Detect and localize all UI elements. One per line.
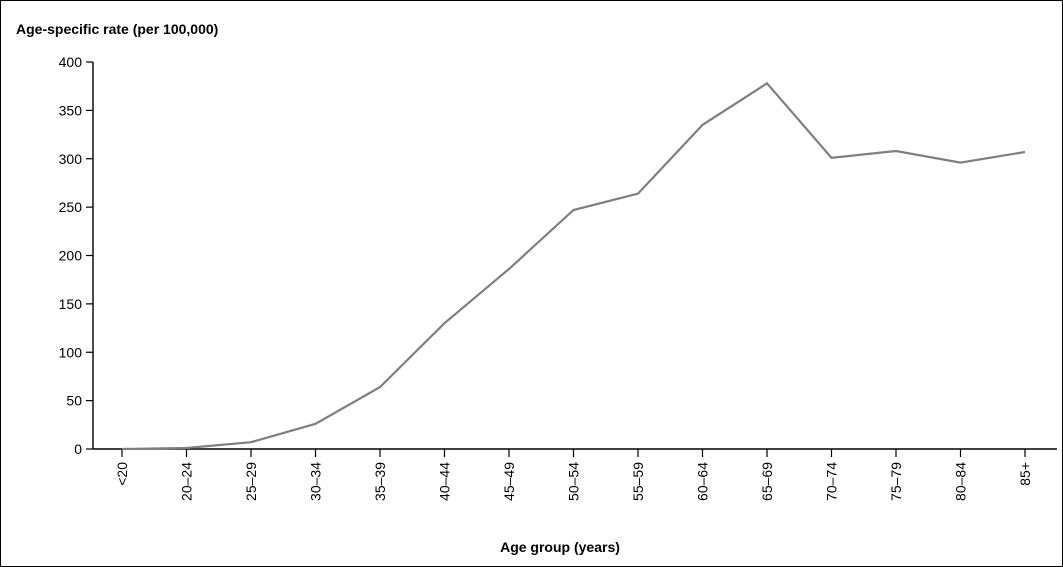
y-tick-label: 50 [66, 393, 82, 409]
x-tick-label: 65–69 [759, 462, 775, 501]
x-tick-label: 50–54 [566, 462, 582, 501]
y-tick-label: 150 [59, 296, 83, 312]
y-axis-ticks: 0 50 100 150 200 250 300 350 400 [59, 54, 93, 457]
y-tick-label: 200 [59, 248, 83, 264]
x-tick-label: 40–44 [437, 462, 453, 501]
y-tick-label: 0 [74, 441, 82, 457]
x-tick-label: 25–29 [243, 462, 259, 501]
x-tick-label: 30–34 [308, 462, 324, 501]
x-tick-label: 80–84 [953, 462, 969, 501]
y-axis-title: Age-specific rate (per 100,000) [16, 21, 218, 37]
y-tick-label: 350 [59, 102, 83, 118]
x-tick-label: 85+ [1017, 462, 1033, 486]
x-axis-ticks: <20 20–24 25–29 30–34 35–39 40–44 45–49 50–54 55… [114, 449, 1033, 501]
y-tick-label: 300 [59, 151, 83, 167]
x-tick-label: 60–64 [695, 462, 711, 501]
x-tick-label: 55–59 [630, 462, 646, 501]
x-tick-label: 20–24 [179, 462, 195, 501]
x-tick-label: 45–49 [501, 462, 517, 501]
x-tick-label: 35–39 [372, 462, 388, 501]
x-tick-label: 70–74 [824, 462, 840, 501]
y-tick-label: 250 [59, 199, 83, 215]
y-tick-label: 400 [59, 54, 83, 70]
y-tick-label: 100 [59, 344, 83, 360]
series-line [121, 81, 1026, 451]
x-tick-label: <20 [114, 462, 130, 486]
x-axis-title: Age group (years) [500, 539, 620, 555]
x-tick-label: 75–79 [888, 462, 904, 501]
